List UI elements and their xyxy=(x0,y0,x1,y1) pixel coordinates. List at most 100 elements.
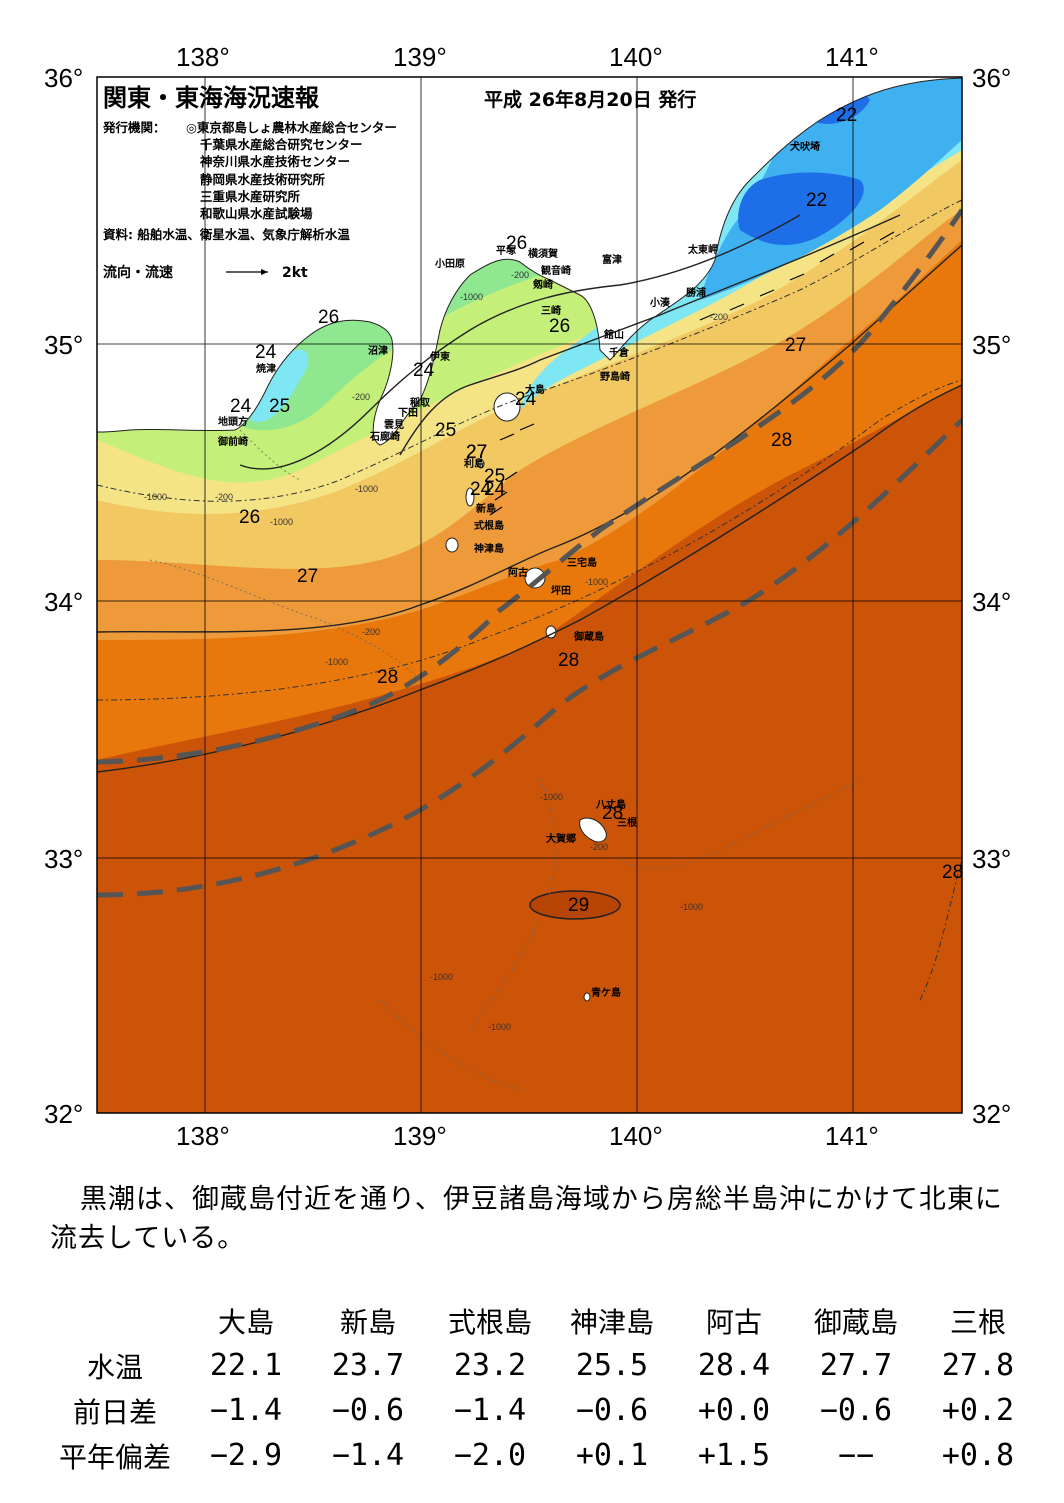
water-29c-eddy xyxy=(529,890,621,920)
map-title: 関東・東海海況速報 xyxy=(103,84,320,112)
kuroshio-axis xyxy=(97,208,962,898)
svg-text:雲見: 雲見 xyxy=(384,419,404,431)
svg-text:25: 25 xyxy=(435,420,456,441)
svg-text:33°: 33° xyxy=(44,844,83,874)
svg-text:野島崎: 野島崎 xyxy=(600,370,630,383)
water-22c-band xyxy=(738,88,870,246)
column-header: 阿古 xyxy=(705,1305,762,1339)
table-cell: −− xyxy=(837,1438,875,1473)
table-cell: +0.2 xyxy=(941,1393,1015,1428)
column-header: 大島 xyxy=(217,1305,274,1339)
svg-text:26: 26 xyxy=(549,316,570,337)
table-cell: −1.4 xyxy=(453,1393,527,1428)
svg-text:御前崎: 御前崎 xyxy=(217,435,248,448)
svg-text:石廊崎: 石廊崎 xyxy=(369,430,400,443)
table-cell: +0.0 xyxy=(697,1393,771,1428)
row-header: 水温 xyxy=(86,1350,143,1384)
svg-text:三崎: 三崎 xyxy=(541,304,561,317)
svg-text:三重県水産研究所: 三重県水産研究所 xyxy=(200,189,301,204)
svg-text:24: 24 xyxy=(515,389,537,410)
issuer-label: 発行機関： xyxy=(102,120,166,135)
svg-text:八丈島: 八丈島 xyxy=(595,798,626,811)
table-cell: 27.8 xyxy=(941,1348,1015,1383)
svg-text:24: 24 xyxy=(470,479,492,500)
lat-lon-grid xyxy=(97,77,962,1113)
svg-text:140°: 140° xyxy=(609,42,663,72)
kuroshio-summary: 黒潮は、御蔵島付近を通り、伊豆諸島海域から房総半島沖にかけて北東に流去している。 xyxy=(50,1184,1003,1254)
island-oshima xyxy=(493,392,521,422)
svg-text:-1000: -1000 xyxy=(144,492,167,502)
table-cell: −0.6 xyxy=(819,1393,893,1428)
table-header-row: 大島 新島 式根島 神津島 阿古 御蔵島 三根 xyxy=(45,1298,1039,1343)
row-header: 前日差 xyxy=(72,1395,157,1429)
svg-text:28: 28 xyxy=(377,667,398,688)
svg-text:26: 26 xyxy=(506,233,527,254)
svg-text:坪田: 坪田 xyxy=(551,584,571,597)
svg-text:-200: -200 xyxy=(362,627,380,637)
table-row: 前日差 −1.4 −0.6 −1.4 −0.6 +0.0 −0.6 +0.2 xyxy=(45,1388,1039,1433)
svg-text:-1000: -1000 xyxy=(270,517,293,527)
svg-text:◎東京都島しょ農林水産総合センター: ◎東京都島しょ農林水産総合センター xyxy=(186,120,397,135)
svg-text:139°: 139° xyxy=(393,1121,447,1151)
svg-text:-1000: -1000 xyxy=(355,484,378,494)
svg-text:33°: 33° xyxy=(972,844,1011,874)
svg-text:25: 25 xyxy=(484,466,505,487)
flow-legend-value: 2kt xyxy=(282,265,308,281)
svg-text:和歌山県水産試験場: 和歌山県水産試験場 xyxy=(199,206,313,221)
table-cell: −1.4 xyxy=(209,1393,283,1428)
svg-text:新島: 新島 xyxy=(476,502,496,515)
svg-text:-200: -200 xyxy=(590,842,608,852)
svg-text:-1000: -1000 xyxy=(460,292,483,302)
island-niijima xyxy=(465,487,475,507)
latitude-labels-right: 36° 35° 34° 33° 32° xyxy=(972,63,1011,1129)
svg-text:24: 24 xyxy=(484,479,506,500)
svg-text:24: 24 xyxy=(413,360,435,381)
longitude-labels-bottom: 138° 139° 140° 141° xyxy=(176,1121,879,1151)
svg-text:神奈川県水産技術センター: 神奈川県水産技術センター xyxy=(200,154,350,169)
svg-text:神津島: 神津島 xyxy=(474,542,504,555)
svg-text:22: 22 xyxy=(806,190,827,211)
table-cell: 25.5 xyxy=(575,1348,649,1383)
svg-text:139°: 139° xyxy=(393,42,447,72)
svg-text:千倉: 千倉 xyxy=(609,346,630,359)
island-toshima xyxy=(477,459,485,469)
table-cell: 23.7 xyxy=(331,1348,405,1383)
flow-legend-label: 流向・流速 xyxy=(103,264,173,281)
map-frame xyxy=(96,76,963,1114)
svg-text:小田原: 小田原 xyxy=(434,257,465,270)
svg-text:26: 26 xyxy=(239,507,260,528)
svg-text:27: 27 xyxy=(466,442,487,463)
svg-text:-200: -200 xyxy=(352,392,370,402)
table-cell: −2.0 xyxy=(453,1438,527,1473)
place-name-labels: 犬吠埼 太東岬 勝浦 小湊 富津 平塚 横須賀 観音崎 剱崎 三崎 館山 千倉 … xyxy=(217,140,820,999)
svg-text:28: 28 xyxy=(771,430,792,451)
table-cell: −0.6 xyxy=(331,1393,405,1428)
svg-text:35°: 35° xyxy=(972,330,1011,360)
water-temperature-table: 大島 新島 式根島 神津島 阿古 御蔵島 三根 水温 22.1 23.7 23.… xyxy=(45,1298,1039,1478)
svg-text:-1000: -1000 xyxy=(488,1022,511,1032)
table-corner xyxy=(45,1298,185,1343)
svg-text:36°: 36° xyxy=(972,63,1011,93)
depth-contour-labels: -200 -1000 -200 -200 -1000 -1000 -200 -1… xyxy=(144,270,728,1032)
table-cell: 22.1 xyxy=(209,1348,283,1383)
issuer-list: ◎東京都島しょ農林水産総合センター 千葉県水産総合研究センター 神奈川県水産技術… xyxy=(186,120,397,221)
svg-text:26: 26 xyxy=(318,307,339,328)
row-header: 平年偏差 xyxy=(58,1440,171,1474)
svg-text:27: 27 xyxy=(466,442,487,463)
svg-text:34°: 34° xyxy=(44,587,83,617)
svg-text:27: 27 xyxy=(785,335,806,356)
table-cell: −0.6 xyxy=(575,1393,649,1428)
svg-text:式根島: 式根島 xyxy=(474,519,504,532)
svg-text:-1000: -1000 xyxy=(585,577,608,587)
svg-text:小湊: 小湊 xyxy=(649,296,671,309)
svg-text:141°: 141° xyxy=(825,42,879,72)
svg-text:伊東: 伊東 xyxy=(429,350,450,363)
svg-text:横須賀: 横須賀 xyxy=(528,247,558,260)
svg-text:三根: 三根 xyxy=(617,816,637,829)
table-cell: 23.2 xyxy=(453,1348,527,1383)
svg-text:観音崎: 観音崎 xyxy=(541,264,571,277)
svg-text:大島: 大島 xyxy=(525,383,545,396)
svg-text:24: 24 xyxy=(255,342,277,363)
land-honshu xyxy=(97,77,962,446)
data-source: 資料: 船舶水温、衛星水温、気象庁解析水温 xyxy=(103,227,350,242)
